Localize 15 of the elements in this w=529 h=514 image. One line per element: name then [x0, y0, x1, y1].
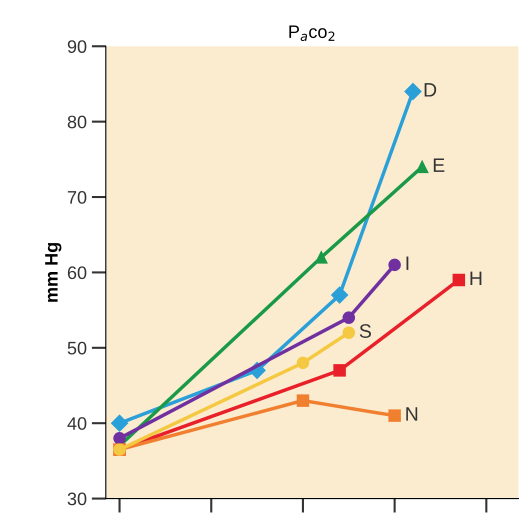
chart-title: P$_{a}$co$_{2}$: [289, 25, 334, 42]
y-axis-title: mm Hg: [45, 243, 62, 302]
y-tick-label: 40: [67, 417, 86, 430]
y-tick-label: 60: [68, 266, 86, 280]
y-tick-label: 80: [68, 116, 86, 128]
series-label: N: [406, 407, 418, 421]
series-label: D: [424, 83, 436, 97]
series-label: H: [470, 272, 482, 285]
y-tick-label: 30: [68, 492, 86, 506]
y-tick-label: 70: [68, 190, 86, 204]
series-label: S: [360, 324, 371, 338]
series-label: E: [434, 158, 444, 172]
y-tick-label: 90: [68, 40, 86, 53]
series-label: I: [406, 256, 408, 270]
y-tick-label: 50: [68, 342, 86, 355]
